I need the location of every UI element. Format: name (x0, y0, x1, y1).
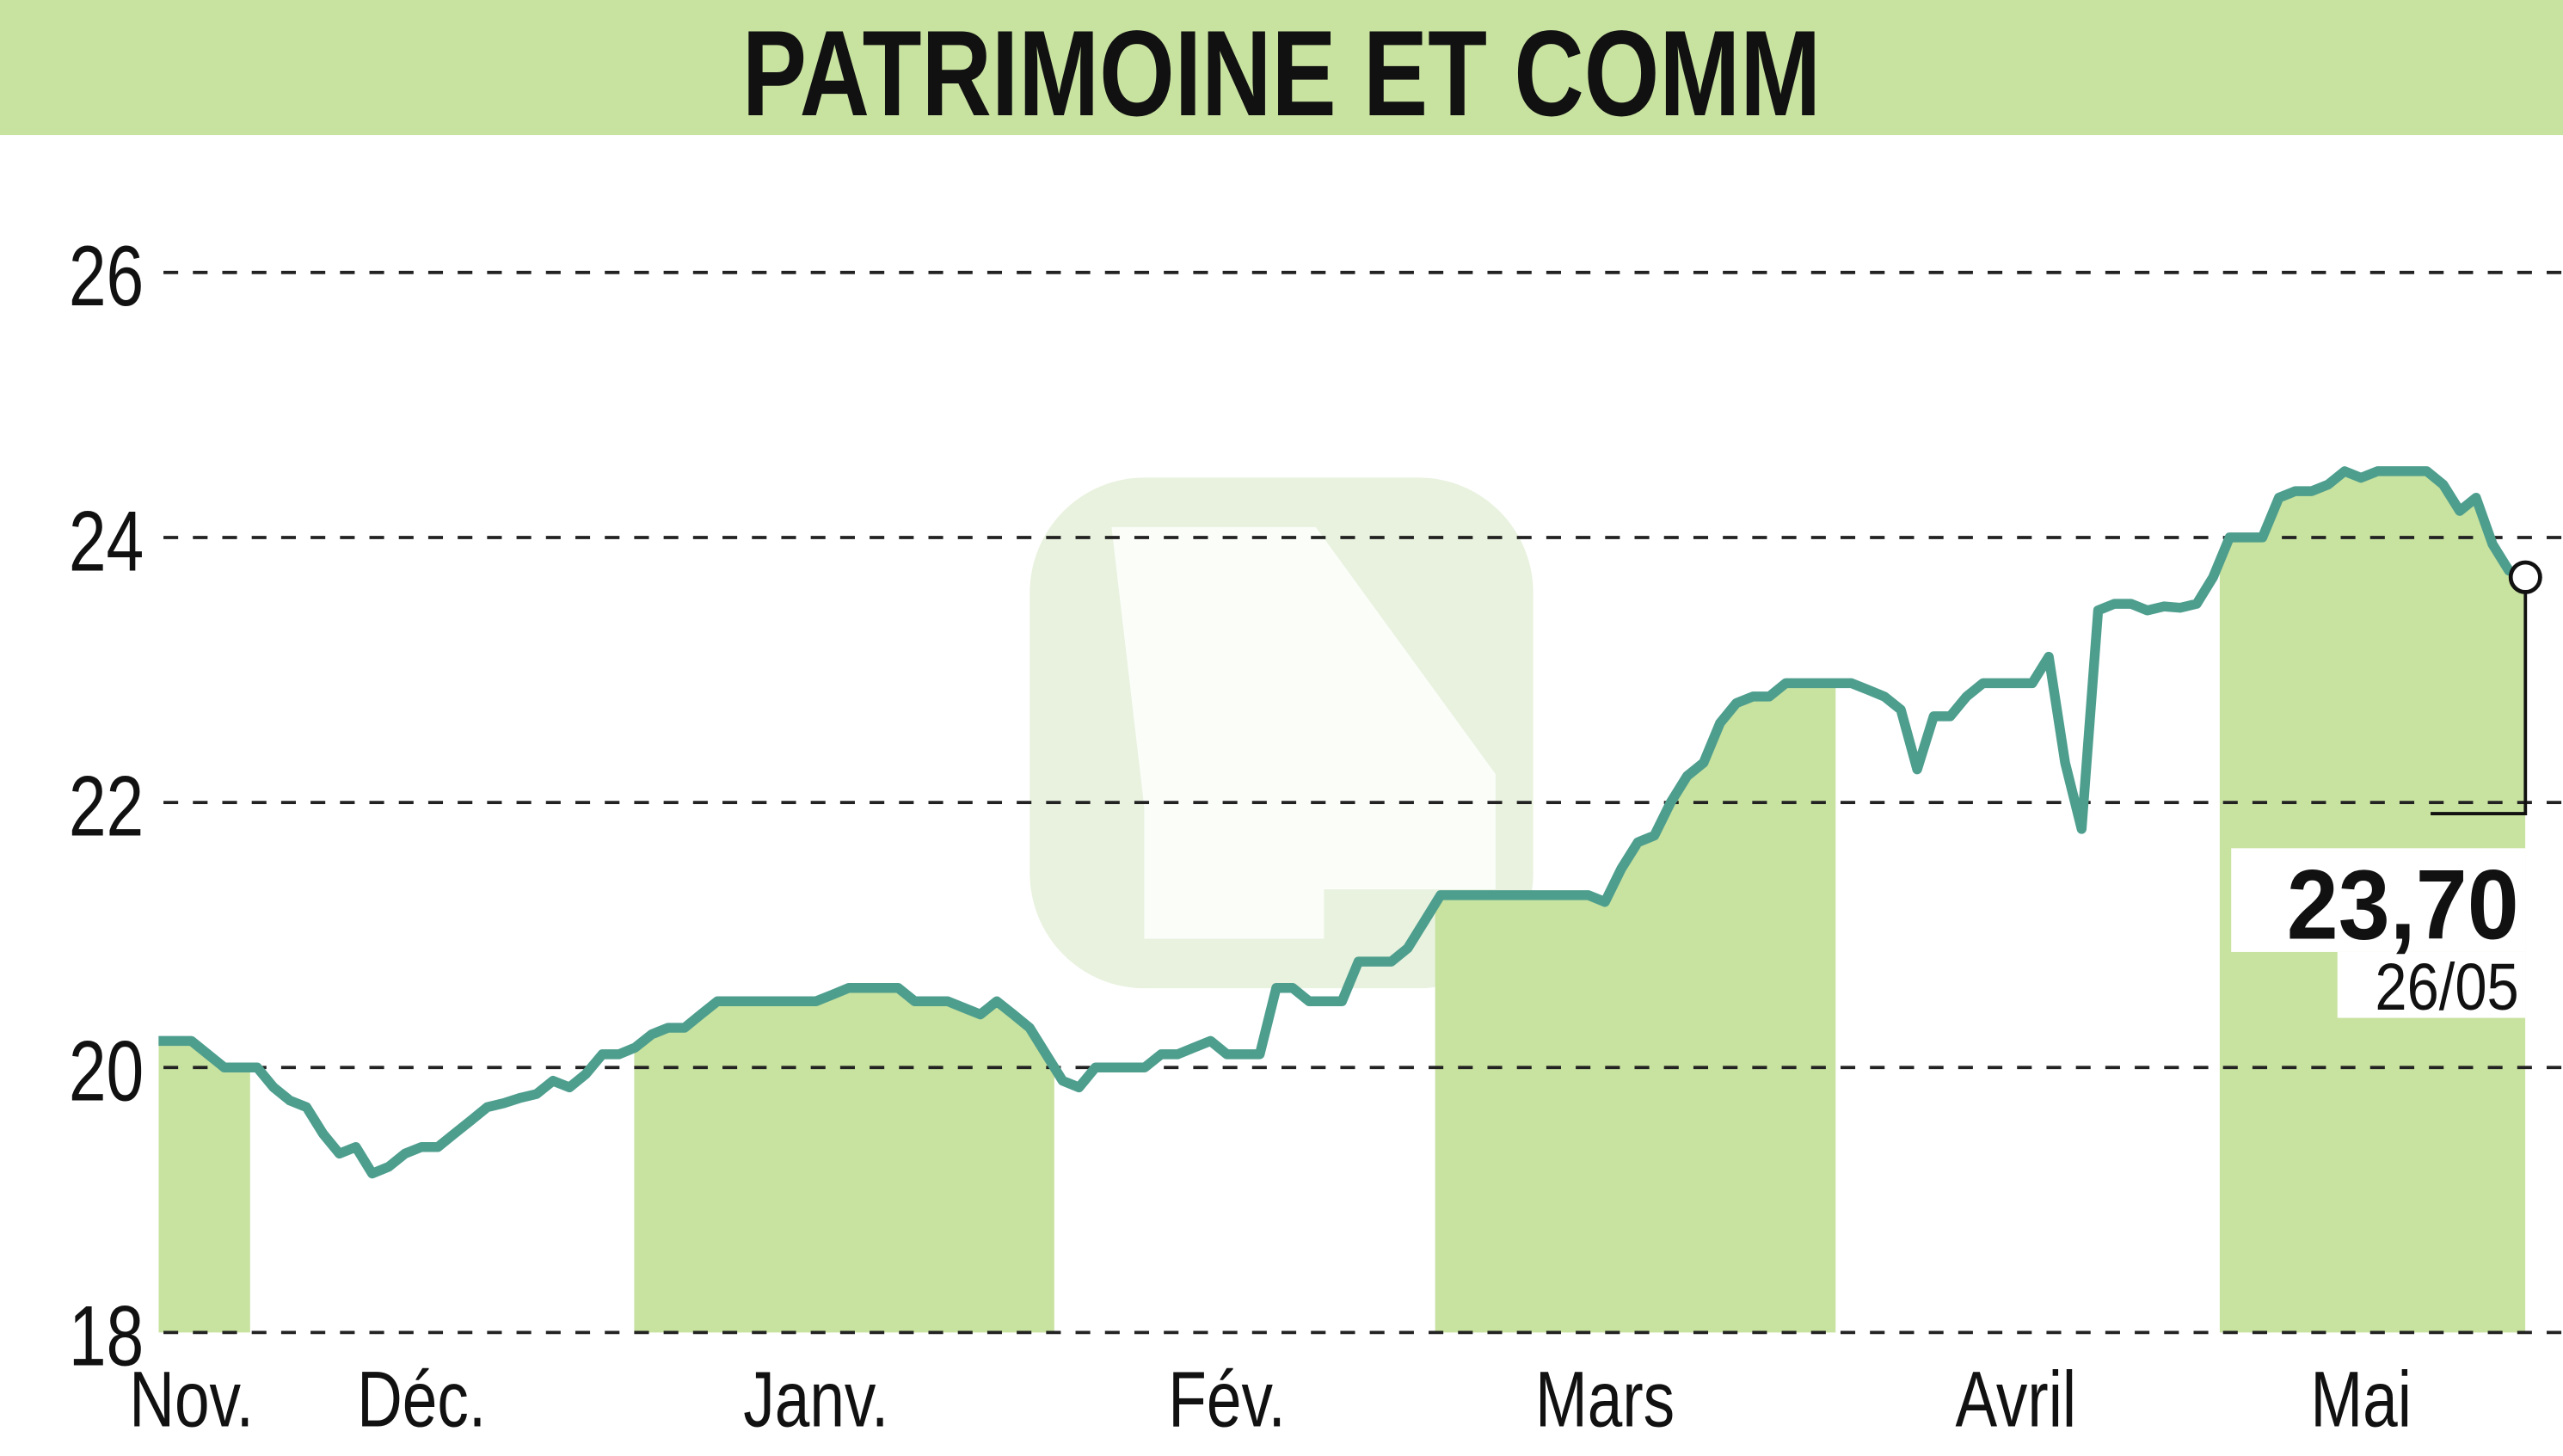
annotation-date-box (2337, 951, 2526, 1018)
x-tick-label: Mars (1535, 1355, 1675, 1443)
y-tick-label: 26 (69, 229, 144, 324)
y-tick-label: 18 (69, 1288, 144, 1384)
x-tick-label: Janv. (743, 1355, 888, 1443)
line-layer (158, 466, 2542, 1179)
x-tick-label: Fév. (1168, 1355, 1285, 1443)
last-date: 26/05 (2375, 951, 2518, 1024)
last-point (2508, 560, 2542, 594)
y-tick-label: 24 (69, 494, 144, 589)
callout-line (2431, 577, 2528, 816)
y-tick-label: 20 (69, 1023, 144, 1119)
price-line (158, 466, 2528, 1179)
last-value: 23,70 (2287, 850, 2519, 960)
annotation-box (2231, 848, 2526, 952)
x-tick-label: Avril (1956, 1355, 2077, 1443)
chart-title: PATRIMOINE ET COMM (742, 5, 1821, 142)
title-bar (0, 0, 2563, 136)
x-tick-label: Mai (2310, 1355, 2412, 1443)
x-tick-label: Nov. (129, 1355, 254, 1443)
y-tick-label: 22 (69, 759, 144, 854)
x-tick-label: Déc. (357, 1355, 486, 1443)
watermark-shape (1111, 526, 1496, 939)
